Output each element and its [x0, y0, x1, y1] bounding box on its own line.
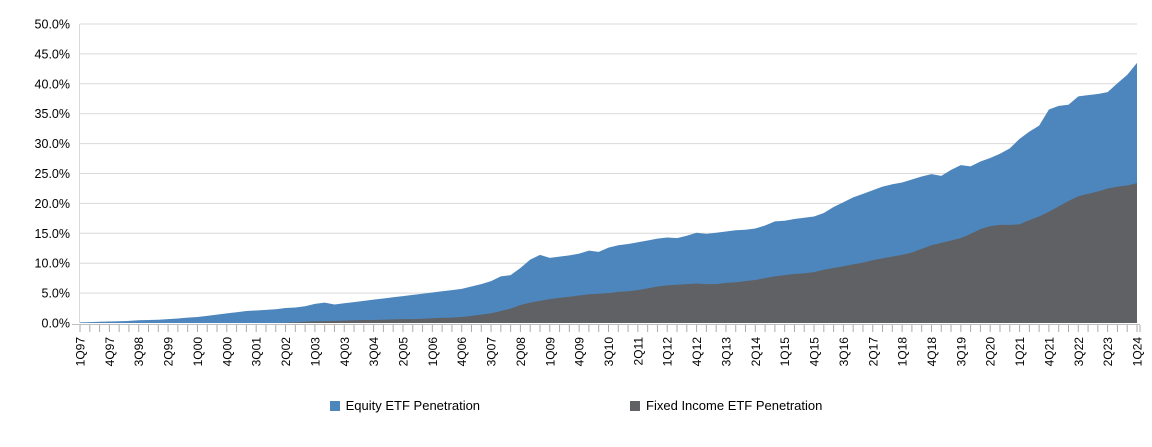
x-axis-tick-label: 4Q06 [455, 337, 469, 367]
legend-item-fixed-income: Fixed Income ETF Penetration [630, 398, 822, 413]
x-axis-tick-label: 2Q99 [162, 337, 176, 367]
fixed-income-legend-swatch-icon [630, 400, 641, 411]
x-axis-tick-label: 2Q05 [396, 337, 410, 367]
chart-legend: Equity ETF Penetration Fixed Income ETF … [0, 398, 1152, 413]
x-axis-tick-label: 2Q11 [631, 337, 645, 366]
x-axis-tick-label: 3Q10 [602, 337, 616, 367]
x-axis-tick-label: 4Q97 [103, 337, 117, 367]
y-axis-tick-label: 50.0% [35, 18, 70, 32]
x-axis-tick-label: 2Q02 [279, 337, 293, 367]
y-axis-tick-label: 0.0% [42, 317, 71, 331]
x-axis-tick-label: 1Q00 [191, 337, 205, 367]
chart-plot-area: 0.0% 5.0% 10.0% 15.0% 20.0% 25.0% 30.0% 35.0% 40… [35, 18, 1145, 367]
y-axis-tick-label: 30.0% [35, 137, 70, 151]
x-axis-tick-label: 4Q09 [573, 337, 587, 367]
area-equity-etf-penetration [80, 62, 1137, 324]
x-axis-tick-label: 1Q18 [896, 337, 910, 367]
x-axis-tick-label: 1Q03 [308, 337, 322, 367]
equity-legend-label: Equity ETF Penetration [345, 398, 481, 413]
x-axis-tick-label: 3Q04 [367, 337, 381, 367]
fixed-income-legend-label: Fixed Income ETF Penetration [646, 398, 823, 413]
x-axis-tick-label: 2Q08 [514, 337, 528, 367]
x-axis-tick-label: 3Q22 [1072, 337, 1086, 367]
x-axis-tick-label: 3Q13 [719, 337, 733, 367]
y-axis-tick-label: 15.0% [35, 227, 70, 241]
x-axis-tick-label: 1Q06 [426, 337, 440, 367]
x-axis-tick-label: 4Q18 [925, 337, 939, 367]
x-axis-tick-label: 1Q12 [661, 337, 675, 367]
legend-item-equity: Equity ETF Penetration [329, 398, 481, 413]
equity-legend-swatch-icon [329, 400, 340, 411]
area-fixed-income-etf-penetration [80, 183, 1137, 323]
x-axis-tick-label: 4Q21 [1042, 337, 1056, 367]
x-axis-tick-label: 3Q16 [837, 337, 851, 367]
x-axis-tick-label: 3Q07 [485, 337, 499, 367]
x-axis-tick-label: 2Q14 [749, 337, 763, 367]
x-axis-tick-label: 4Q12 [690, 337, 704, 367]
x-axis-tick-label: 1Q24 [1131, 337, 1145, 367]
y-axis-tick-label: 10.0% [35, 257, 70, 271]
y-axis-tick-label: 25.0% [35, 167, 70, 181]
x-axis-tick-label: 3Q01 [250, 337, 264, 367]
y-axis-tick-label: 35.0% [35, 107, 70, 121]
x-axis-tick-label: 1Q09 [543, 337, 557, 367]
x-axis-tick-label: 2Q17 [866, 337, 880, 367]
y-axis-tick-label: 45.0% [35, 47, 70, 61]
x-axis-tick-label: 1Q97 [74, 337, 88, 367]
x-axis-tick-label: 4Q00 [220, 337, 234, 367]
y-axis-tick-label: 5.0% [42, 287, 71, 301]
x-axis-tick-label: 2Q23 [1101, 337, 1115, 367]
x-axis-tick-label: 1Q15 [778, 337, 792, 367]
y-axis-tick-label: 20.0% [35, 197, 70, 211]
x-axis-tick-label: 2Q20 [984, 337, 998, 367]
x-axis-tick-label: 1Q21 [1013, 337, 1027, 367]
y-axis-tick-label: 40.0% [35, 77, 70, 91]
x-axis-tick-label: 3Q19 [954, 337, 968, 367]
x-axis-tick-label: 3Q98 [132, 337, 146, 367]
x-axis-tick-label: 4Q03 [338, 337, 352, 367]
x-axis-tick-label: 4Q15 [808, 337, 822, 367]
